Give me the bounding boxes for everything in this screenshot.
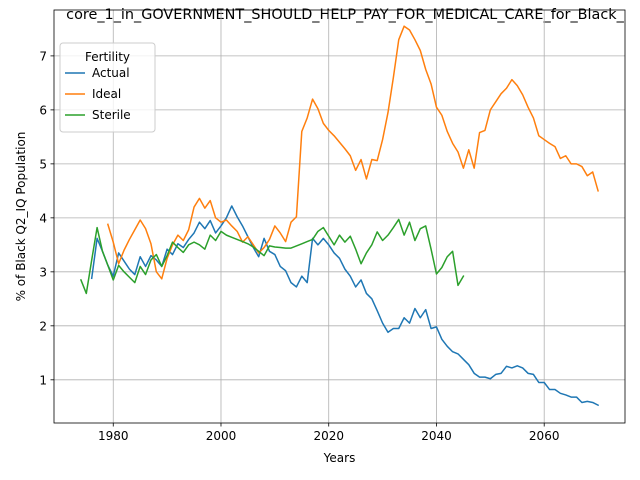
y-axis: 1 2 3 4 5 6 7 bbox=[39, 49, 54, 387]
x-tick-label: 1980 bbox=[98, 429, 129, 443]
series-line-actual bbox=[90, 205, 600, 407]
legend-entries: Actual Ideal Sterile bbox=[65, 66, 131, 122]
series-line-ideal bbox=[106, 25, 599, 280]
x-tick-label: 2000 bbox=[206, 429, 237, 443]
chart-title: core_1_in_GOVERNMENT_SHOULD_HELP_PAY_FOR… bbox=[66, 7, 624, 23]
legend: Fertility Actual Ideal Sterile bbox=[59, 42, 156, 133]
legend-label: Actual bbox=[92, 66, 130, 80]
x-axis-label: Years bbox=[323, 451, 356, 465]
legend-title: Fertility bbox=[85, 50, 130, 64]
plot-frame bbox=[53, 9, 626, 424]
y-tick-label: 3 bbox=[39, 265, 47, 279]
y-tick-label: 4 bbox=[39, 211, 47, 225]
x-tick-label: 2020 bbox=[313, 429, 344, 443]
legend-frame bbox=[59, 42, 156, 133]
y-tick-label: 2 bbox=[39, 319, 47, 333]
x-tick-label: 2040 bbox=[421, 429, 452, 443]
y-axis-label: % of Black Q2_IQ Population bbox=[14, 132, 28, 302]
y-tick-label: 7 bbox=[39, 49, 47, 63]
legend-label: Sterile bbox=[92, 108, 131, 122]
series-lines bbox=[79, 25, 600, 407]
series-line-sterile bbox=[79, 218, 465, 295]
legend-entry-actual: Actual bbox=[65, 66, 130, 80]
x-tick-label: 2060 bbox=[529, 429, 560, 443]
y-tick-label: 1 bbox=[39, 373, 47, 387]
legend-entry-sterile: Sterile bbox=[65, 108, 131, 122]
legend-entry-ideal: Ideal bbox=[65, 87, 121, 101]
legend-label: Ideal bbox=[92, 87, 121, 101]
x-axis: 1980 2000 2020 2040 2060 bbox=[98, 423, 559, 443]
y-tick-label: 5 bbox=[39, 157, 47, 171]
y-tick-label: 6 bbox=[39, 103, 47, 117]
